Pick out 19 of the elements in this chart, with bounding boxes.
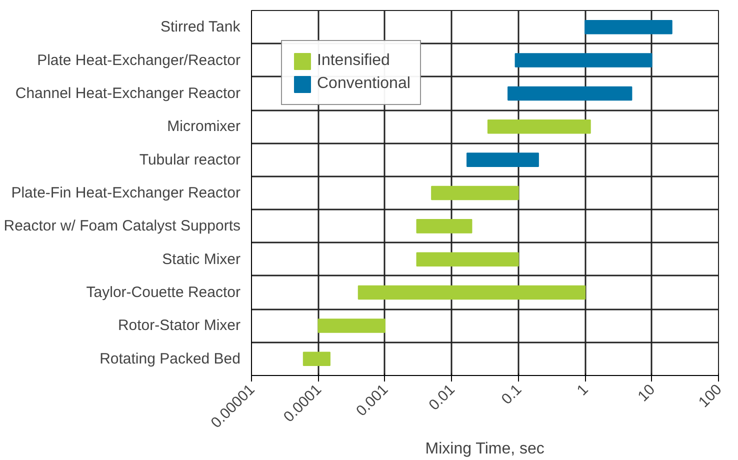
y-tick-label: Static Mixer	[162, 250, 241, 268]
y-tick-label: Rotating Packed Bed	[100, 350, 241, 368]
x-tick-label: 0.01	[426, 381, 458, 414]
y-tick-label: Rotor-Stator Mixer	[118, 317, 241, 334]
x-tick-label: 0.1	[498, 381, 526, 408]
y-tick-label: Reactor w/ Foam Catalyst Supports	[4, 218, 241, 235]
y-tick-label: Channel Heat-Exchanger Reactor	[15, 84, 241, 102]
legend-label: Conventional	[317, 75, 410, 93]
y-tick-label: Stirred Tank	[160, 18, 241, 36]
x-tick-label: 10	[634, 381, 659, 406]
x-tick-label: 100	[695, 381, 726, 411]
x-axis-title: Mixing Time, sec	[425, 440, 544, 458]
y-tick-label: Taylor-Couette Reactor	[86, 284, 241, 302]
x-tick-label: 1	[574, 381, 592, 400]
legend-label: Intensified	[317, 52, 390, 70]
y-tick-label: Tubular reactor	[139, 151, 241, 168]
y-tick-label: Plate Heat-Exchanger/Reactor	[37, 52, 241, 69]
y-tick-label: Plate-Fin Heat-Exchanger Reactor	[11, 184, 241, 202]
y-tick-label: Micromixer	[167, 118, 241, 136]
